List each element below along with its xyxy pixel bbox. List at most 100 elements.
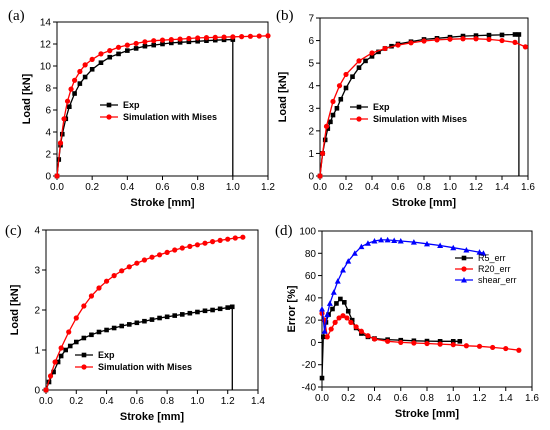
legend-label: R5_err (478, 253, 506, 263)
legend-label: Exp (123, 100, 140, 110)
y-tick-label: 4 (45, 128, 51, 139)
data-point (107, 54, 113, 60)
y-axis-label: Load [kN] (21, 73, 33, 124)
data-point (77, 81, 83, 86)
x-tick-label: 0.2 (85, 182, 99, 193)
x-tick-label: 0.4 (368, 393, 382, 404)
y-tick-label: 100 (299, 227, 316, 238)
data-point (324, 334, 330, 340)
data-point (111, 325, 117, 331)
y-axis-label: Load [kN] (9, 284, 21, 335)
legend-label: Simulation with Mises (373, 114, 467, 124)
x-axis-label: Stroke [mm] (130, 197, 195, 209)
data-point (363, 58, 368, 64)
y-tick-label: 0 (308, 172, 314, 183)
x-tick-label: 0.6 (156, 182, 170, 193)
data-point (89, 67, 95, 72)
y-tick-label: 4 (34, 226, 40, 237)
x-tick-label: 1.2 (221, 396, 235, 407)
data-point (486, 32, 492, 38)
data-point (134, 260, 140, 266)
data-point (395, 42, 401, 48)
data-point (512, 39, 518, 45)
data-point (71, 77, 78, 83)
y-tick-label: 14 (40, 18, 52, 29)
series-exp (54, 37, 236, 179)
x-axis-label: Stroke [mm] (120, 411, 185, 423)
data-point (55, 359, 61, 365)
data-point (490, 344, 496, 351)
series-line (321, 298, 460, 379)
data-point (141, 257, 148, 263)
data-point (328, 326, 334, 332)
y-axis-label: Load [kN] (277, 71, 289, 122)
data-point (338, 296, 343, 302)
x-tick-label: 0.2 (69, 396, 83, 407)
data-point (195, 38, 200, 44)
series-simulation-with-mises (54, 33, 271, 179)
y-tick-label: 20 (305, 316, 317, 327)
y-tick-label: 60 (305, 271, 317, 282)
legend-marker (356, 116, 362, 122)
chart-panel: (b) 0.0 0.2 0.4 0.6 0.8 1.0 1.2 1.4 1.6 0 1 2 3 4 5 6 7 St… (276, 8, 535, 209)
data-point (350, 74, 355, 79)
data-point (168, 37, 174, 43)
data-point (460, 33, 466, 39)
data-point (89, 332, 94, 338)
data-point (437, 242, 444, 248)
data-point (119, 268, 125, 274)
y-tick-label: 2 (308, 126, 314, 137)
data-point (358, 328, 364, 334)
data-point (480, 250, 487, 256)
data-point (460, 36, 466, 42)
data-point (411, 340, 417, 346)
x-tick-label: 0.2 (341, 393, 355, 404)
data-point (397, 238, 404, 244)
data-point (512, 32, 518, 37)
data-point (476, 249, 483, 255)
data-point (410, 239, 417, 245)
data-point (424, 240, 430, 247)
data-point (82, 74, 88, 80)
data-point (434, 37, 440, 43)
series-simulation-with-mises (43, 234, 246, 393)
y-tick-label: 3 (308, 104, 314, 115)
data-point (157, 315, 162, 321)
x-tick-label: 1.2 (473, 393, 487, 404)
y-tick-label: 0 (34, 386, 40, 397)
data-point (369, 54, 375, 59)
data-point (221, 37, 227, 43)
data-point (160, 41, 165, 47)
data-point (343, 71, 349, 78)
legend-label: R20_err (478, 264, 511, 274)
data-point (239, 34, 245, 40)
data-point (240, 234, 246, 240)
x-tick-label: 0.6 (394, 393, 408, 404)
panel-label: (a) (8, 8, 25, 24)
x-tick-label: 0.0 (50, 182, 64, 193)
data-point (103, 278, 110, 284)
panel-label: (b) (276, 8, 294, 24)
legend-marker (461, 266, 467, 272)
data-point (323, 123, 330, 129)
data-point (325, 126, 331, 131)
data-point (177, 36, 183, 42)
data-point (382, 45, 388, 52)
data-point (265, 33, 271, 39)
legend-marker (461, 277, 467, 283)
y-tick-label: 0 (310, 338, 316, 349)
data-point (334, 105, 340, 111)
data-point (384, 236, 391, 243)
data-point (499, 32, 505, 38)
data-point (186, 35, 192, 42)
y-tick-label: -20 (302, 360, 317, 371)
data-point (317, 173, 323, 179)
data-point (345, 308, 351, 314)
data-point (450, 339, 456, 344)
series-exp (317, 32, 522, 179)
data-point (98, 60, 104, 65)
data-point (225, 305, 231, 310)
legend-marker (81, 364, 87, 370)
chart-panel: (a) 0.0 0.2 0.4 0.6 0.8 1.0 1.2 0 2 4 6 8 10 12 14 Strok… (8, 8, 275, 209)
series-r20-err (319, 310, 522, 353)
